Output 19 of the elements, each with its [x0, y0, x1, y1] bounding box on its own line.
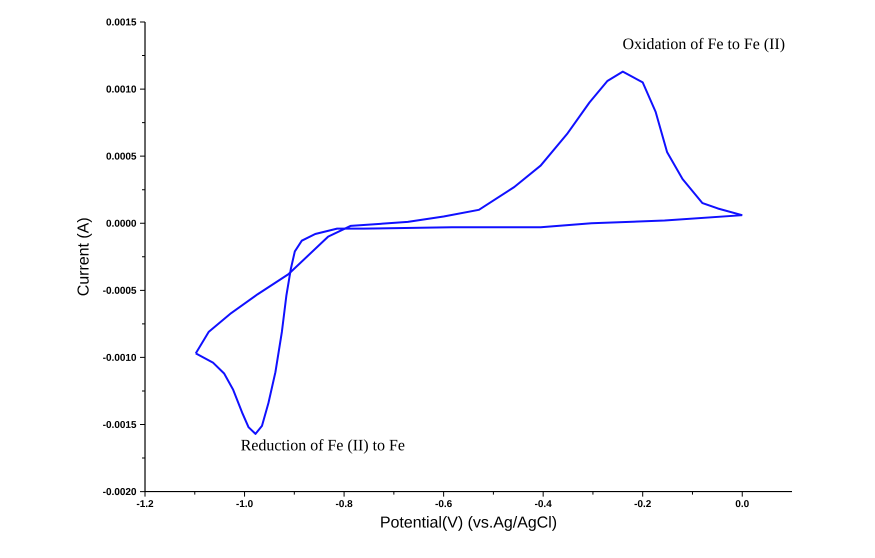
annotation: Reduction of Fe (II) to Fe [241, 439, 404, 454]
x-tick-label: -1.2 [136, 500, 154, 508]
y-tick-label: -0.0005 [103, 286, 136, 294]
x-tick-label: -0.4 [534, 500, 552, 508]
y-tick-label: -0.0010 [103, 354, 136, 361]
x-tick-label: -0.8 [336, 500, 352, 508]
y-tick-label: 0.0005 [106, 152, 136, 160]
x-axis-title: Potential(V) (vs.Ag/AgCl) [381, 516, 556, 531]
x-tick-label: -1.0 [236, 500, 253, 508]
x-tick-label: -0.2 [634, 500, 651, 508]
y-axis-title: Current (A) [77, 218, 92, 296]
x-tick-label: -0.6 [435, 500, 452, 508]
y-tick-label: -0.0015 [103, 420, 136, 428]
y-tick-label: 0.0015 [106, 18, 136, 26]
y-tick-label: 0.0000 [106, 220, 136, 227]
y-tick-label: 0.0010 [106, 86, 136, 93]
y-tick-label: -0.0020 [103, 488, 136, 496]
annotation: Oxidation of Fe to Fe (II) [623, 38, 784, 52]
x-tick-label: 0.0 [736, 500, 749, 508]
